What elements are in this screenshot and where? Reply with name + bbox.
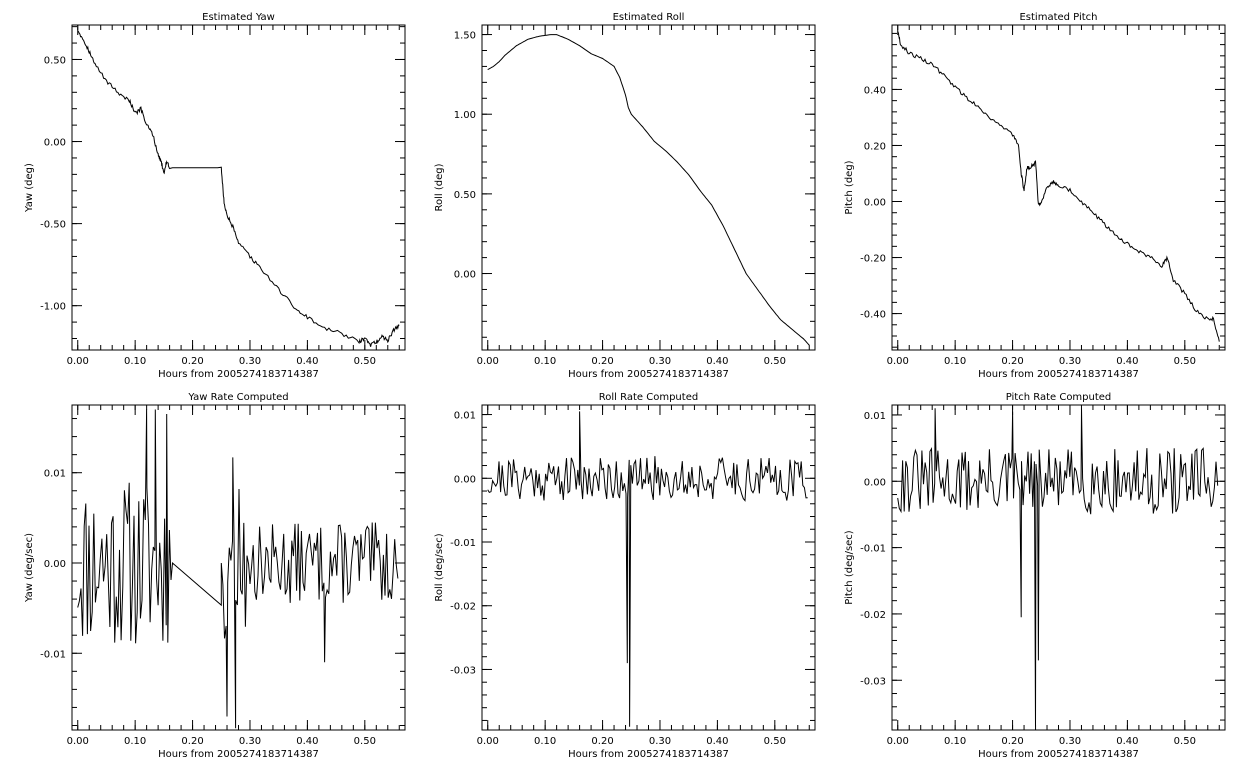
series-line [487, 34, 810, 346]
series-line [487, 411, 808, 727]
y-tick-label: 0.00 [44, 138, 66, 149]
x-tick-label: 0.20 [591, 736, 613, 747]
x-tick-label: 0.30 [239, 736, 261, 747]
y-tick-label: 1.50 [454, 31, 476, 42]
y-tick-label: 0.01 [864, 411, 886, 422]
y-tick-label: -0.01 [450, 538, 476, 549]
x-axis-label: Hours from 2005274183714387 [978, 749, 1139, 760]
x-tick-label: 0.30 [239, 356, 261, 367]
x-tick-label: 0.10 [944, 356, 966, 367]
y-tick-label: -0.03 [450, 665, 476, 676]
panel-roll-rate: Roll Rate Computed Hours from 2005274183… [434, 392, 816, 760]
x-tick-label: 0.40 [1116, 736, 1138, 747]
y-tick-label: 0.01 [454, 411, 476, 422]
series-line [897, 31, 1220, 342]
x-tick-label: 0.20 [181, 356, 203, 367]
x-tick-label: 0.50 [354, 356, 376, 367]
y-axis-label: Roll (deg) [434, 163, 445, 211]
panel-estimated-pitch: Estimated Pitch Hours from 2005274183714… [844, 12, 1226, 380]
chart-title: Yaw Rate Computed [187, 392, 288, 403]
series-line [897, 408, 1219, 727]
y-tick-label: -0.01 [40, 649, 66, 660]
x-tick-label: 0.10 [534, 736, 556, 747]
chart-title: Estimated Yaw [202, 12, 275, 23]
x-tick-label: 0.30 [649, 736, 671, 747]
x-tick-label: 0.20 [1001, 736, 1023, 747]
chart-title: Estimated Pitch [1019, 12, 1097, 23]
x-tick-label: 0.50 [1174, 356, 1196, 367]
x-axis-label: Hours from 2005274183714387 [568, 369, 729, 380]
x-tick-label: 0.40 [296, 736, 318, 747]
chart-title: Estimated Roll [613, 12, 685, 23]
y-tick-label: 0.00 [44, 559, 66, 570]
x-tick-label: 0.10 [124, 736, 146, 747]
y-tick-label: -0.40 [860, 310, 886, 321]
x-tick-label: 0.20 [1001, 356, 1023, 367]
x-tick-label: 0.20 [591, 356, 613, 367]
x-tick-label: 0.00 [887, 356, 909, 367]
panel-yaw-rate: Yaw Rate Computed Hours from 20052741837… [24, 392, 406, 760]
x-tick-label: 0.10 [534, 356, 556, 367]
x-tick-label: 0.10 [124, 356, 146, 367]
y-axis-label: Yaw (deg) [24, 163, 35, 213]
y-tick-label: -0.50 [40, 220, 66, 231]
panel-pitch-rate: Pitch Rate Computed Hours from 200527418… [844, 392, 1226, 760]
x-tick-label: 0.00 [477, 356, 499, 367]
x-tick-label: 0.00 [67, 736, 89, 747]
y-tick-label: -0.20 [860, 254, 886, 265]
x-axis-label: Hours from 2005274183714387 [978, 369, 1139, 380]
y-tick-label: 0.40 [864, 85, 886, 96]
x-tick-label: 0.40 [706, 736, 728, 747]
y-axis-label: Pitch (deg/sec) [844, 530, 855, 605]
x-tick-label: 0.10 [944, 736, 966, 747]
plot-frame [71, 404, 406, 731]
plot-frame [481, 24, 816, 351]
x-tick-label: 0.40 [706, 356, 728, 367]
x-tick-label: 0.50 [764, 356, 786, 367]
y-tick-label: -1.00 [40, 302, 66, 313]
x-tick-label: 0.00 [477, 736, 499, 747]
plot-frame [891, 404, 1226, 731]
series-line [77, 409, 399, 729]
x-tick-label: 0.50 [1174, 736, 1196, 747]
x-tick-label: 0.30 [1059, 736, 1081, 747]
y-tick-label: 0.20 [864, 141, 886, 152]
y-tick-label: 0.00 [864, 198, 886, 209]
x-tick-label: 0.50 [354, 736, 376, 747]
x-tick-label: 0.40 [1116, 356, 1138, 367]
y-axis-label: Pitch (deg) [844, 160, 855, 214]
chart-title: Roll Rate Computed [599, 392, 698, 403]
x-axis-label: Hours from 2005274183714387 [158, 749, 319, 760]
chart-title: Pitch Rate Computed [1006, 392, 1112, 403]
x-axis-label: Hours from 2005274183714387 [568, 749, 729, 760]
y-tick-label: 0.00 [864, 477, 886, 488]
plot-frame [71, 24, 406, 351]
x-tick-label: 0.40 [296, 356, 318, 367]
x-axis-label: Hours from 2005274183714387 [158, 369, 319, 380]
y-axis-label: Roll (deg/sec) [434, 533, 445, 601]
x-tick-label: 0.30 [1059, 356, 1081, 367]
y-tick-label: 0.50 [454, 190, 476, 201]
y-tick-label: 0.50 [44, 55, 66, 66]
y-tick-label: -0.02 [860, 610, 886, 621]
x-tick-label: 0.20 [181, 736, 203, 747]
x-tick-label: 0.30 [649, 356, 671, 367]
plot-frame [481, 404, 816, 731]
panel-estimated-roll: Estimated Roll Hours from 20052741837143… [434, 12, 816, 380]
x-tick-label: 0.50 [764, 736, 786, 747]
y-tick-label: 0.00 [454, 474, 476, 485]
y-tick-label: 0.01 [44, 469, 66, 480]
panel-estimated-yaw: Estimated Yaw Hours from 200527418371438… [24, 12, 406, 380]
y-tick-label: 1.00 [454, 110, 476, 121]
y-tick-label: -0.01 [860, 544, 886, 555]
y-tick-label: 0.00 [454, 270, 476, 281]
x-tick-label: 0.00 [67, 356, 89, 367]
y-axis-label: Yaw (deg/sec) [24, 533, 35, 603]
y-tick-label: -0.03 [860, 676, 886, 687]
x-tick-label: 0.00 [887, 736, 909, 747]
series-line [77, 30, 400, 347]
y-tick-label: -0.02 [450, 602, 476, 613]
